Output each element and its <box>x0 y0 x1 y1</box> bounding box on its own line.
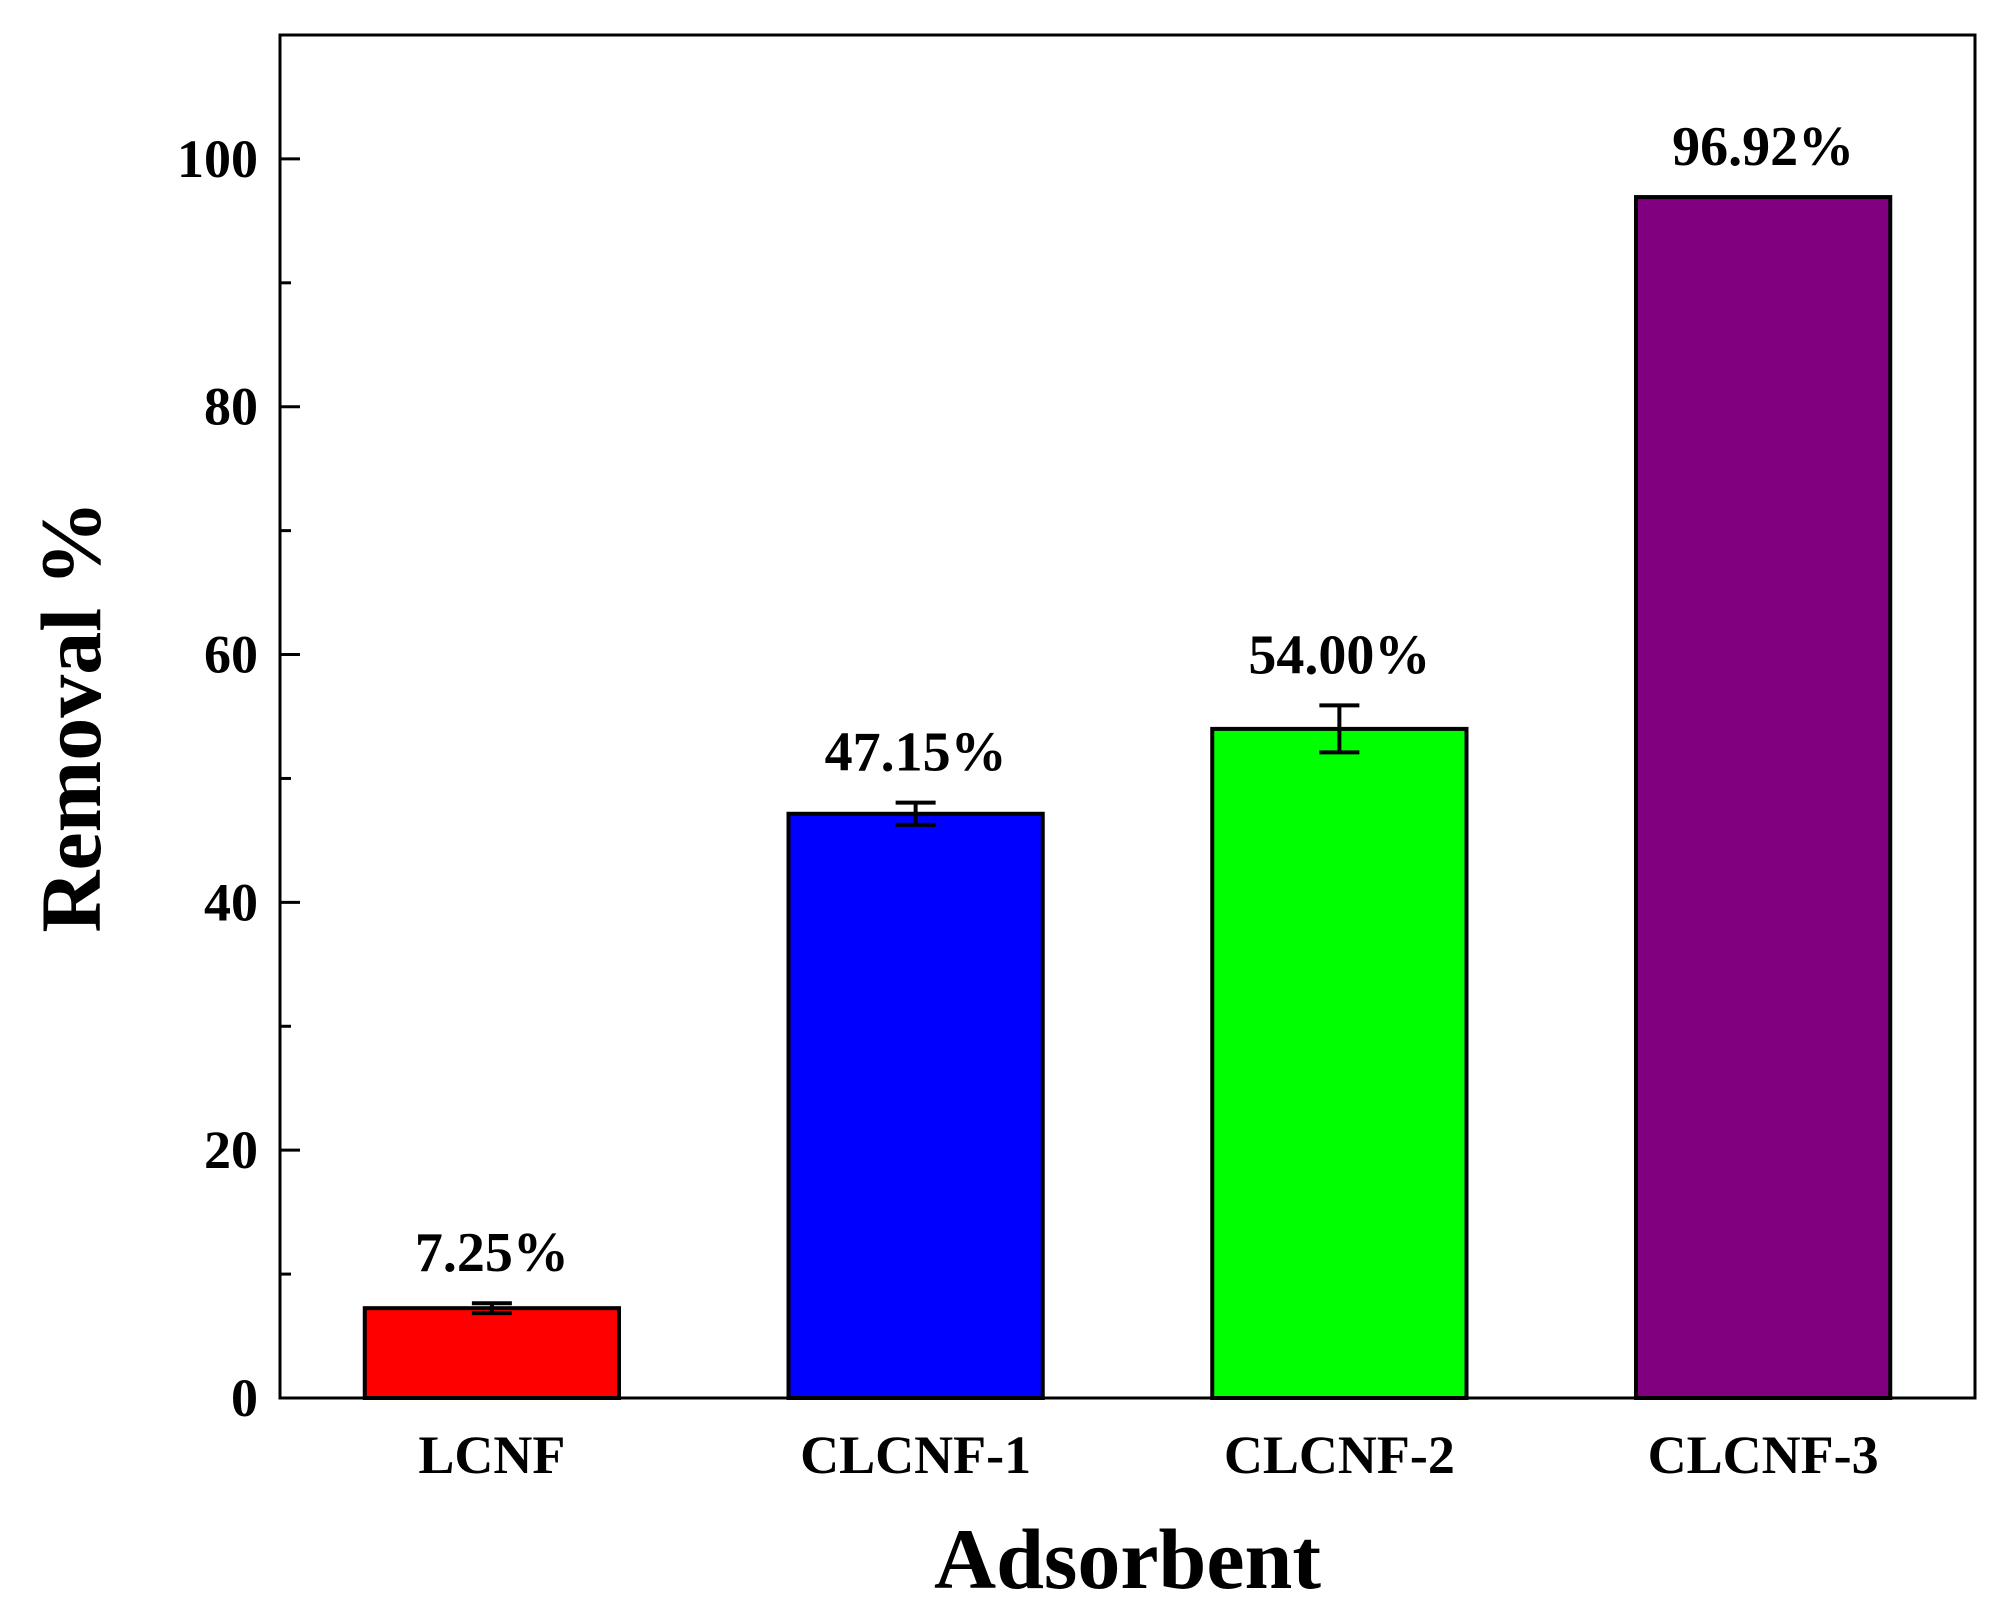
x-category-label: CLCNF-2 <box>1224 1425 1455 1485</box>
y-tick-label: 80 <box>204 377 258 437</box>
y-axis-ticks <box>280 157 300 1400</box>
bars-layer <box>362 195 1893 1400</box>
x-category-label: LCNF <box>418 1425 565 1485</box>
y-tick-label: 40 <box>204 872 258 932</box>
bar-clcnf-1 <box>786 811 1045 1400</box>
data-label-clcnf-3: 96.92% <box>1672 116 1854 178</box>
y-axis-title: Removal % <box>23 500 119 932</box>
error-bars-layer <box>471 703 1360 1316</box>
plot-frame <box>278 33 1977 1400</box>
x-axis-title: Adsorbent <box>934 1511 1321 1607</box>
data-labels: 7.25% 47.15% 54.00% 96.92% <box>415 116 1854 1284</box>
y-axis-tick-labels: 0 20 40 60 80 100 <box>177 129 258 1428</box>
bar-lcnf <box>362 1306 621 1400</box>
y-tick-label: 100 <box>177 129 258 189</box>
y-tick-label: 20 <box>204 1120 258 1180</box>
x-category-label: CLCNF-3 <box>1648 1425 1879 1485</box>
data-label-clcnf-2: 54.00% <box>1248 624 1430 686</box>
x-axis-category-labels: LCNF CLCNF-1 CLCNF-2 CLCNF-3 <box>418 1425 1878 1485</box>
data-label-clcnf-1: 47.15% <box>825 722 1007 784</box>
y-tick-label: 0 <box>231 1368 258 1428</box>
y-tick-label: 60 <box>204 625 258 685</box>
bar-clcnf-2 <box>1210 726 1469 1400</box>
x-category-label: CLCNF-1 <box>800 1425 1031 1485</box>
bar-clcnf-3 <box>1634 195 1893 1400</box>
data-label-lcnf: 7.25% <box>415 1222 569 1284</box>
